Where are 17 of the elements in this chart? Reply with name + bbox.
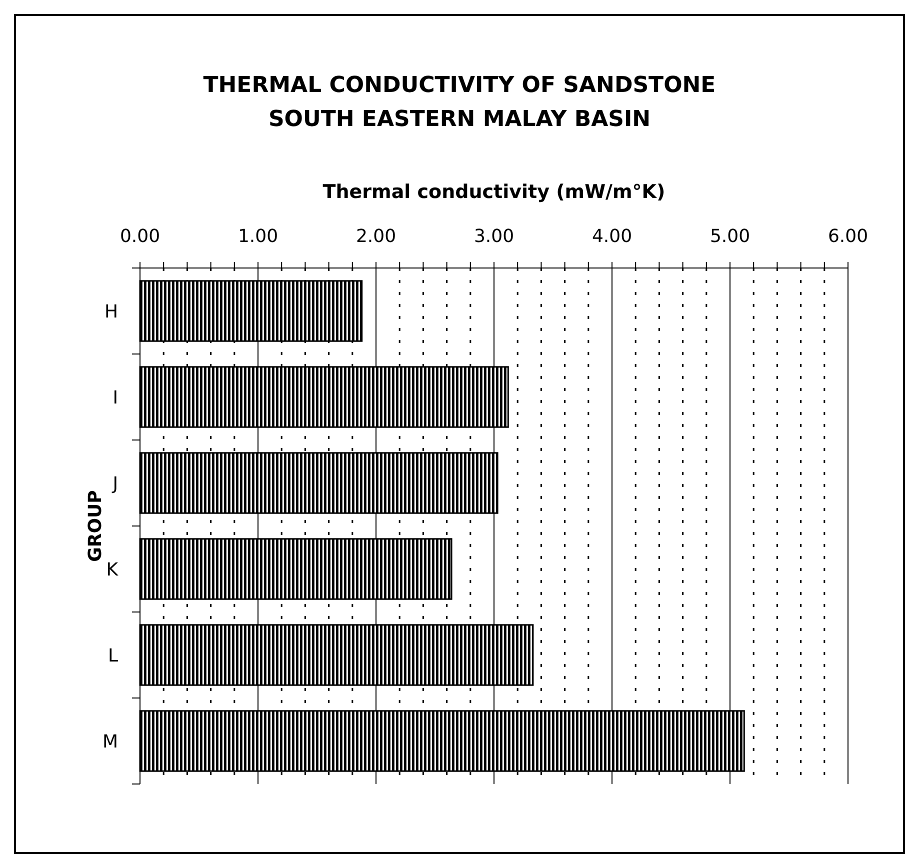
y-tick-label: J [112,473,118,494]
x-tick-label: 2.00 [356,226,396,247]
x-tick-label: 6.00 [828,226,868,247]
y-tick-label: L [108,645,118,666]
y-tick-label: K [106,559,120,580]
x-tick-label: 3.00 [474,226,514,247]
y-tick-label: I [112,387,118,408]
y-tick-label: H [104,301,118,322]
chart-title: THERMAL CONDUCTIVITY OF SANDSTONE [203,73,716,98]
x-tick-label: 5.00 [710,226,750,247]
x-tick-label: 1.00 [238,226,278,247]
y-axis-title: GROUP [85,490,106,562]
x-tick-label: 0.00 [120,226,160,247]
y-tick-label: M [102,731,118,752]
x-tick-label: 4.00 [592,226,632,247]
chart-subtitle: SOUTH EASTERN MALAY BASIN [268,107,651,132]
x-axis-title: Thermal conductivity (mW/m°K) [322,181,666,203]
